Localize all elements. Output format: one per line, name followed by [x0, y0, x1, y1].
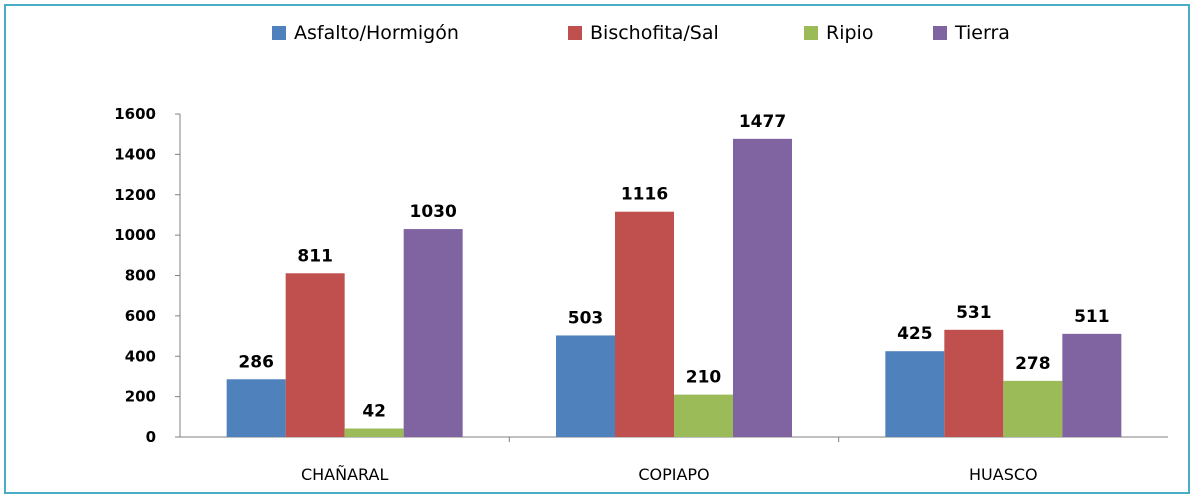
- bar-0-2: [344, 428, 404, 437]
- y-tick-label-5: 1000: [114, 226, 156, 244]
- y-tick-label-4: 800: [125, 267, 156, 285]
- bar-1-2: [674, 394, 733, 437]
- legend-label-2: Ripio: [826, 22, 873, 44]
- bar-0-3: [403, 229, 463, 437]
- data-label-0-3: 1030: [410, 202, 457, 222]
- data-label-2-3: 511: [1074, 307, 1110, 327]
- data-label-1-2: 210: [686, 368, 722, 388]
- data-label-0-0: 286: [238, 352, 274, 372]
- legend-label-3: Tierra: [954, 22, 1010, 44]
- bar-0-1: [285, 273, 345, 437]
- bar-1-0: [556, 335, 615, 437]
- y-tick-label-1: 200: [125, 388, 156, 406]
- data-label-2-2: 278: [1015, 354, 1051, 374]
- y-tick-label-8: 1600: [114, 105, 156, 123]
- bar-2-1: [944, 329, 1004, 437]
- bar-1-1: [615, 211, 674, 437]
- bar-2-2: [1003, 380, 1063, 437]
- data-label-0-2: 42: [362, 402, 386, 422]
- chart: Asfalto/Hormigón Bischofita/Sal Ripio Tierr…: [114, 22, 1168, 480]
- legend-label-1: Bischofita/Sal: [590, 22, 719, 44]
- data-label-2-1: 531: [956, 303, 992, 323]
- legend-swatch-1: [568, 26, 582, 40]
- category-label-1: COPIAPO: [638, 465, 709, 480]
- legend-swatch-0: [272, 26, 286, 40]
- bar-1-3: [733, 138, 792, 437]
- bar-2-0: [885, 351, 945, 437]
- data-label-1-1: 1116: [621, 185, 668, 205]
- legend-swatch-2: [804, 26, 818, 40]
- y-tick-label-2: 400: [125, 347, 156, 365]
- data-label-1-0: 503: [568, 308, 604, 328]
- bar-2-3: [1062, 333, 1122, 437]
- bar-0-0: [226, 379, 286, 437]
- legend-swatch-3: [933, 26, 947, 40]
- y-tick-label-3: 600: [125, 307, 156, 325]
- data-label-0-1: 811: [297, 246, 333, 266]
- y-tick-label-0: 0: [146, 428, 156, 446]
- category-label-2: HUASCO: [969, 465, 1038, 480]
- y-tick-label-6: 1200: [114, 186, 156, 204]
- data-label-1-3: 1477: [739, 112, 786, 132]
- y-tick-label-7: 1400: [114, 145, 156, 163]
- data-label-2-0: 425: [897, 324, 933, 344]
- legend-label-0: Asfalto/Hormigón: [294, 22, 459, 44]
- category-label-0: CHAÑARAL: [301, 465, 388, 480]
